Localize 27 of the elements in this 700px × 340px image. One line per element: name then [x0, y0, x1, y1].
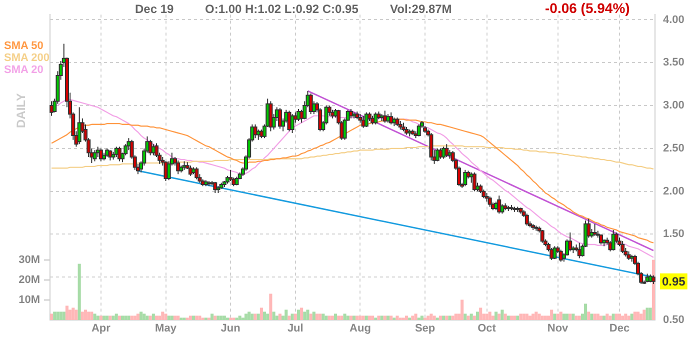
x-tick-label: Oct: [478, 322, 496, 335]
y2-tick-label: 30M: [18, 254, 40, 266]
x-tick-label: Jun: [220, 322, 241, 335]
y-tick-label: 3.00: [663, 100, 684, 112]
y-tick-label: 3.50: [663, 56, 684, 69]
y-tick-label: 0.50: [663, 314, 684, 326]
text: SMA 200: [4, 52, 50, 64]
y2-tick-label: 20M: [18, 274, 40, 286]
annotation: -0.06 (5.94%): [545, 0, 630, 16]
x-tick-label: Dec: [609, 322, 630, 335]
y-tick-label: 2.00: [663, 185, 684, 198]
annotation: Dec 19: [135, 2, 174, 16]
annotation: O:1.00 H:1.02 L:0.92 C:0.95: [205, 2, 358, 16]
annotation: Vol:29.87M: [390, 2, 452, 16]
x-tick-label: May: [155, 322, 178, 335]
x-tick-label: Aug: [350, 322, 371, 335]
x-tick-label: Nov: [547, 322, 570, 335]
y-tick-label: 1.50: [663, 228, 684, 240]
x-tick-label: Apr: [91, 322, 112, 335]
x-tick-label: Jul: [287, 322, 304, 335]
y-tick-label: 2.50: [663, 142, 684, 154]
y2-tick-label: 10M: [18, 294, 40, 306]
text: 0.95: [662, 274, 686, 289]
x-tick-label: Sep: [414, 322, 436, 335]
text: SMA 20: [4, 64, 44, 76]
y-tick-label: 4.00: [663, 14, 684, 26]
text: SMA 50: [4, 40, 44, 52]
